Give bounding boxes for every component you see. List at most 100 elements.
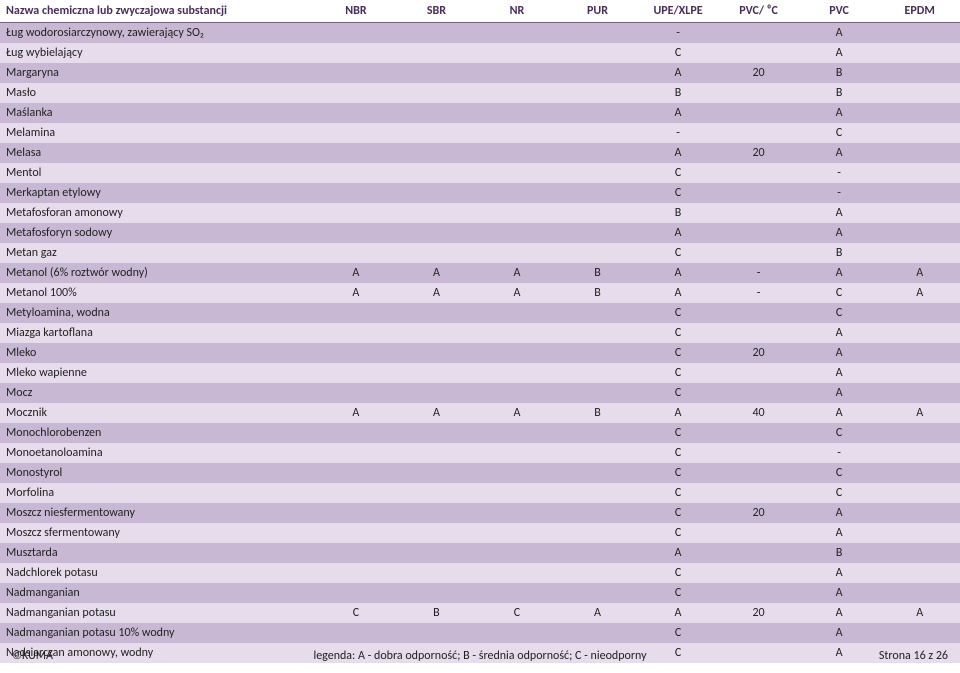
value-cell bbox=[316, 23, 397, 44]
table-header-row: Nazwa chemiczna lub zwyczajowa substancj… bbox=[0, 0, 960, 23]
value-cell bbox=[316, 623, 397, 643]
value-cell bbox=[396, 183, 477, 203]
value-cell bbox=[396, 123, 477, 143]
substance-name-cell: Metafosforyn sodowy bbox=[0, 223, 316, 243]
value-cell: B bbox=[557, 283, 638, 303]
value-cell bbox=[396, 43, 477, 63]
value-cell: C bbox=[638, 343, 719, 363]
table-row: MonoetanoloaminaC- bbox=[0, 443, 960, 463]
value-cell bbox=[316, 203, 397, 223]
value-cell: A bbox=[799, 223, 880, 243]
value-cell: C bbox=[638, 243, 719, 263]
value-cell: A bbox=[799, 23, 880, 44]
substance-name-cell: Metanol 100% bbox=[0, 283, 316, 303]
value-cell: C bbox=[638, 563, 719, 583]
col-pur: PUR bbox=[557, 0, 638, 23]
value-cell bbox=[557, 443, 638, 463]
value-cell bbox=[718, 583, 799, 603]
substance-name-cell: Nadmanganian potasu 10% wodny bbox=[0, 623, 316, 643]
value-cell bbox=[477, 383, 558, 403]
value-cell bbox=[316, 183, 397, 203]
table-row: Metafosforyn sodowyAA bbox=[0, 223, 960, 243]
value-cell bbox=[477, 463, 558, 483]
value-cell bbox=[879, 503, 960, 523]
value-cell bbox=[879, 303, 960, 323]
value-cell: C bbox=[638, 303, 719, 323]
table-row: MorfolinaCC bbox=[0, 483, 960, 503]
value-cell bbox=[557, 103, 638, 123]
value-cell bbox=[557, 23, 638, 44]
table-row: Melamina-C bbox=[0, 123, 960, 143]
table-row: Metan gazCB bbox=[0, 243, 960, 263]
value-cell: A bbox=[316, 263, 397, 283]
substance-name-cell: Miazga kartoflana bbox=[0, 323, 316, 343]
substance-name-cell: Margaryna bbox=[0, 63, 316, 83]
value-cell bbox=[396, 303, 477, 323]
value-cell bbox=[557, 123, 638, 143]
value-cell: A bbox=[638, 143, 719, 163]
value-cell bbox=[879, 203, 960, 223]
value-cell bbox=[557, 543, 638, 563]
value-cell bbox=[557, 183, 638, 203]
value-cell bbox=[396, 63, 477, 83]
table-row: MasłoBB bbox=[0, 83, 960, 103]
value-cell: A bbox=[638, 543, 719, 563]
value-cell bbox=[718, 323, 799, 343]
value-cell bbox=[477, 363, 558, 383]
col-pvcc: PVC/ ⁰C bbox=[718, 0, 799, 23]
value-cell bbox=[316, 343, 397, 363]
value-cell: A bbox=[799, 343, 880, 363]
table-row: Nadmanganian potasuCBCAA20AA bbox=[0, 603, 960, 623]
table-row: Moszcz niesfermentowanyC20A bbox=[0, 503, 960, 523]
value-cell: 20 bbox=[718, 63, 799, 83]
value-cell bbox=[396, 623, 477, 643]
value-cell: A bbox=[396, 283, 477, 303]
value-cell bbox=[718, 443, 799, 463]
value-cell: C bbox=[638, 43, 719, 63]
substance-name-cell: Monostyrol bbox=[0, 463, 316, 483]
value-cell: A bbox=[799, 203, 880, 223]
value-cell bbox=[879, 163, 960, 183]
value-cell bbox=[316, 163, 397, 183]
value-cell: A bbox=[879, 603, 960, 623]
value-cell: B bbox=[638, 83, 719, 103]
value-cell bbox=[396, 483, 477, 503]
value-cell bbox=[477, 163, 558, 183]
value-cell bbox=[477, 343, 558, 363]
value-cell bbox=[557, 143, 638, 163]
value-cell bbox=[477, 23, 558, 44]
value-cell: C bbox=[638, 323, 719, 343]
value-cell: A bbox=[799, 603, 880, 623]
value-cell bbox=[396, 423, 477, 443]
value-cell: A bbox=[396, 263, 477, 283]
value-cell: B bbox=[799, 543, 880, 563]
value-cell bbox=[718, 43, 799, 63]
value-cell: C bbox=[799, 483, 880, 503]
value-cell bbox=[557, 363, 638, 383]
value-cell bbox=[879, 423, 960, 443]
value-cell: A bbox=[638, 63, 719, 83]
value-cell: C bbox=[799, 283, 880, 303]
value-cell bbox=[316, 523, 397, 543]
value-cell: A bbox=[799, 403, 880, 423]
table-row: Ług wybielającyCA bbox=[0, 43, 960, 63]
value-cell bbox=[879, 463, 960, 483]
value-cell: C bbox=[638, 503, 719, 523]
value-cell bbox=[316, 303, 397, 323]
substance-name-cell: Mleko bbox=[0, 343, 316, 363]
table-row: NadmanganianCA bbox=[0, 583, 960, 603]
footer-page-number: Strona 16 z 26 bbox=[879, 649, 948, 663]
value-cell bbox=[316, 463, 397, 483]
value-cell: A bbox=[799, 363, 880, 383]
substance-name-cell: Musztarda bbox=[0, 543, 316, 563]
value-cell: C bbox=[799, 463, 880, 483]
value-cell bbox=[557, 583, 638, 603]
value-cell bbox=[718, 523, 799, 543]
value-cell bbox=[879, 583, 960, 603]
value-cell bbox=[718, 363, 799, 383]
value-cell bbox=[718, 303, 799, 323]
value-cell bbox=[396, 323, 477, 343]
value-cell bbox=[718, 23, 799, 44]
value-cell bbox=[316, 323, 397, 343]
table-row: MonostyrolCC bbox=[0, 463, 960, 483]
